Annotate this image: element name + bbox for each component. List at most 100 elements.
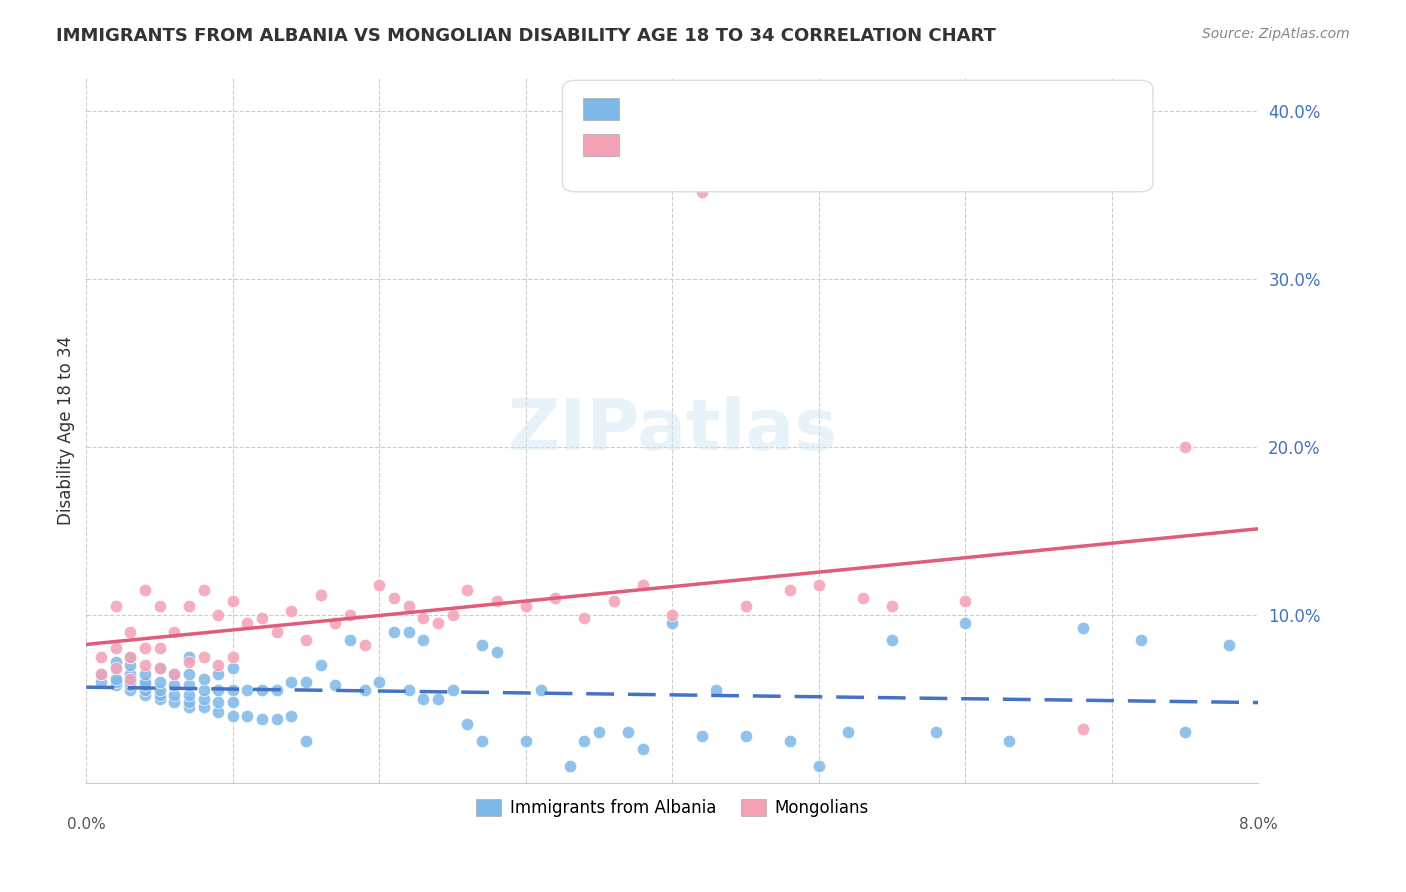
Point [426,691,449,706]
Point [193,582,215,597]
Point [1218,638,1240,652]
Point [134,689,156,703]
Point [1130,632,1153,647]
Point [412,632,434,647]
Point [955,594,977,608]
Point [207,705,229,719]
Point [222,683,245,698]
Point [148,661,170,675]
Point [134,658,156,673]
Point [193,672,215,686]
Point [250,683,273,698]
Point [955,616,977,631]
Point [295,674,318,689]
Point [309,588,332,602]
Point [90,674,112,689]
Point [222,594,245,608]
Point [90,649,112,664]
Point [266,624,288,639]
Point [382,624,405,639]
Point [177,695,200,709]
Text: ZIPatlas: ZIPatlas [508,395,838,465]
Point [120,678,142,692]
Point [471,733,494,747]
Point [280,674,302,689]
Point [236,708,259,723]
Point [368,577,391,591]
Point [368,674,391,689]
Point [661,607,683,622]
Point [398,683,420,698]
Text: 0.0%: 0.0% [67,817,105,832]
Point [134,674,156,689]
Point [1071,621,1094,635]
Point [325,616,347,631]
Point [807,577,830,591]
Point [382,591,405,605]
Point [353,683,375,698]
Point [207,695,229,709]
Point [266,712,288,726]
Point [412,611,434,625]
Point [588,725,610,739]
Point [295,632,318,647]
Point [852,591,875,605]
Point [222,649,245,664]
Point [1174,725,1197,739]
Point [704,683,727,698]
Point [353,638,375,652]
Point [207,658,229,673]
Point [148,661,170,675]
Text: IMMIGRANTS FROM ALBANIA VS MONGOLIAN DISABILITY AGE 18 TO 34 CORRELATION CHART: IMMIGRANTS FROM ALBANIA VS MONGOLIAN DIS… [56,27,995,45]
Point [104,661,127,675]
Point [134,678,156,692]
Point [441,607,464,622]
Y-axis label: Disability Age 18 to 34: Disability Age 18 to 34 [58,335,75,524]
Point [90,666,112,681]
Point [631,577,654,591]
Point [236,616,259,631]
Point [148,599,170,614]
Point [471,638,494,652]
Point [631,742,654,756]
Point [412,691,434,706]
Point [485,594,508,608]
Point [207,666,229,681]
Point [120,674,142,689]
Point [1174,440,1197,454]
Point [177,599,200,614]
Point [574,733,596,747]
Point [148,674,170,689]
Point [690,729,713,743]
Point [134,666,156,681]
Point [134,641,156,656]
Point [529,683,551,698]
Point [574,611,596,625]
Point [120,658,142,673]
Point [456,717,478,731]
Point [120,683,142,698]
Point [148,691,170,706]
Point [309,658,332,673]
Point [998,733,1021,747]
Point [515,599,537,614]
Point [177,649,200,664]
Point [120,666,142,681]
Point [104,641,127,656]
Point [163,689,186,703]
Point [325,678,347,692]
Point [779,733,801,747]
Point [734,599,756,614]
Point [104,678,127,692]
Point [398,624,420,639]
Point [544,591,567,605]
Point [177,678,200,692]
Point [193,683,215,698]
Point [925,725,948,739]
Point [104,674,127,689]
Point [163,695,186,709]
Point [617,725,640,739]
Point [148,689,170,703]
Point [120,649,142,664]
Point [250,712,273,726]
